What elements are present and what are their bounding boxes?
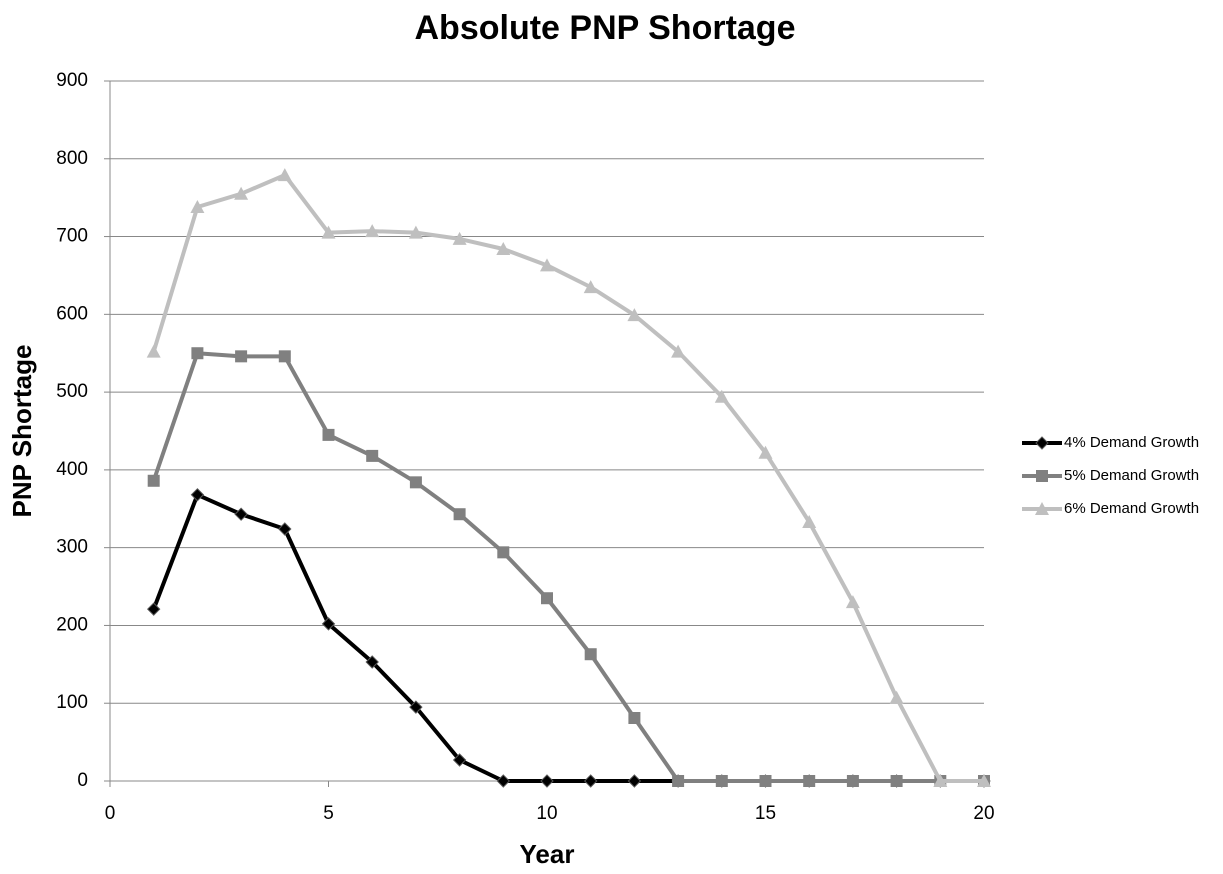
marker [497,546,510,559]
y-axis-label: PNP Shortage [7,345,37,518]
legend-label: 4% Demand Growth [1064,434,1199,451]
marker [977,774,991,787]
marker [452,231,467,245]
marker [365,655,379,669]
x-tick-label: 15 [755,803,776,824]
y-tick-label: 300 [56,537,88,558]
marker [540,774,554,788]
x-tick-label: 10 [536,803,557,824]
marker [846,775,859,787]
y-tick-label: 0 [77,770,88,791]
y-tick-label: 600 [56,303,88,324]
marker [409,476,422,489]
marker [146,344,161,358]
marker [278,522,292,536]
marker [803,775,816,787]
marker [190,200,205,213]
x-tick-label: 5 [323,803,334,824]
x-tick-label: 20 [973,803,994,824]
marker [321,617,336,631]
series-line [151,173,984,783]
y-tick-label: 500 [56,381,88,402]
marker [321,225,336,239]
marker [671,344,686,358]
y-tick-label: 700 [56,226,88,247]
marker [758,445,773,459]
marker [147,474,160,487]
marker [715,775,728,787]
y-tick-label: 900 [56,70,88,91]
series-line [151,351,984,783]
marker [540,258,554,272]
marker [365,224,380,238]
marker [714,389,729,403]
marker [278,350,291,363]
y-tick-label: 400 [56,459,88,480]
marker [933,774,948,787]
marker [628,712,641,724]
marker [191,347,204,360]
marker [1035,436,1049,450]
marker [190,488,205,502]
marker [234,186,249,200]
marker [889,690,904,704]
legend-label: 6% Demand Growth [1064,500,1199,517]
marker [672,775,685,787]
marker [845,595,860,609]
marker [627,308,642,322]
x-axis-label: Year [520,839,575,869]
marker [584,648,597,661]
marker [627,774,642,788]
marker [890,775,903,787]
marker [496,242,511,255]
marker [802,515,817,528]
marker [759,775,772,787]
marker [1035,502,1049,515]
y-tick-label: 100 [56,692,88,713]
marker [496,774,511,788]
legend-label: 5% Demand Growth [1064,467,1199,484]
y-tick-label: 800 [56,148,88,169]
marker [583,280,598,294]
marker [146,602,161,616]
marker [408,225,423,239]
marker [235,350,248,363]
chart-title: Absolute PNP Shortage [415,9,796,47]
marker [453,508,466,521]
marker [1036,470,1048,482]
marker [234,507,248,521]
marker [366,449,379,462]
marker [452,753,467,767]
series-line [151,492,984,783]
marker [322,428,335,441]
marker [583,774,598,788]
y-tick-label: 200 [56,614,88,635]
marker [409,700,423,714]
marker [277,168,292,182]
x-tick-label: 0 [105,803,116,824]
marker [541,592,553,605]
